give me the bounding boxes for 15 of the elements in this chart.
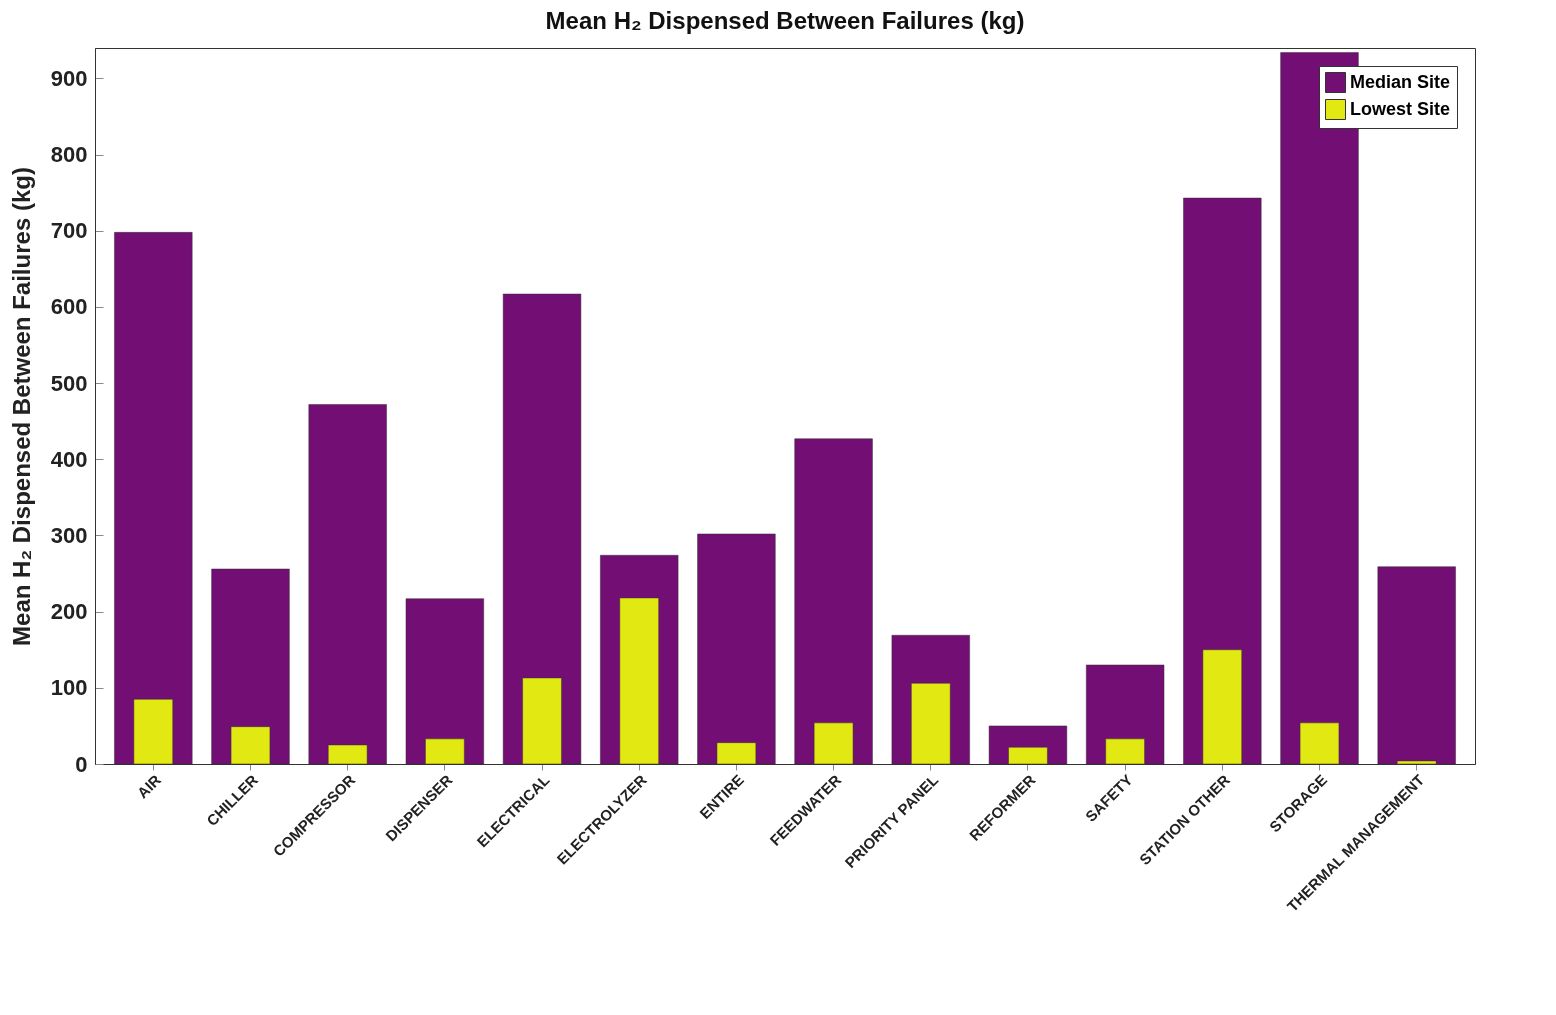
y-tick-label: 0: [75, 751, 88, 777]
y-tick-label: 800: [50, 142, 88, 168]
y-tick-label: 600: [50, 294, 88, 320]
y-tick-label: 900: [50, 65, 88, 91]
y-tick-label: 500: [50, 370, 88, 396]
legend-label: Lowest Site: [1350, 98, 1451, 119]
y-axis-title: Mean H₂ Dispensed Between Failures (kg): [7, 167, 35, 646]
y-tick-label: 200: [50, 599, 88, 625]
y-tick-label: 100: [50, 675, 88, 701]
y-tick-label: 400: [50, 446, 88, 472]
y-tick-label: 300: [50, 522, 88, 548]
x-tick-label: AIR: [133, 770, 165, 802]
legend-label: Median Site: [1350, 71, 1451, 92]
y-tick-label: 700: [50, 218, 88, 244]
chart-title: Mean H₂ Dispensed Between Failures (kg): [545, 7, 1025, 34]
